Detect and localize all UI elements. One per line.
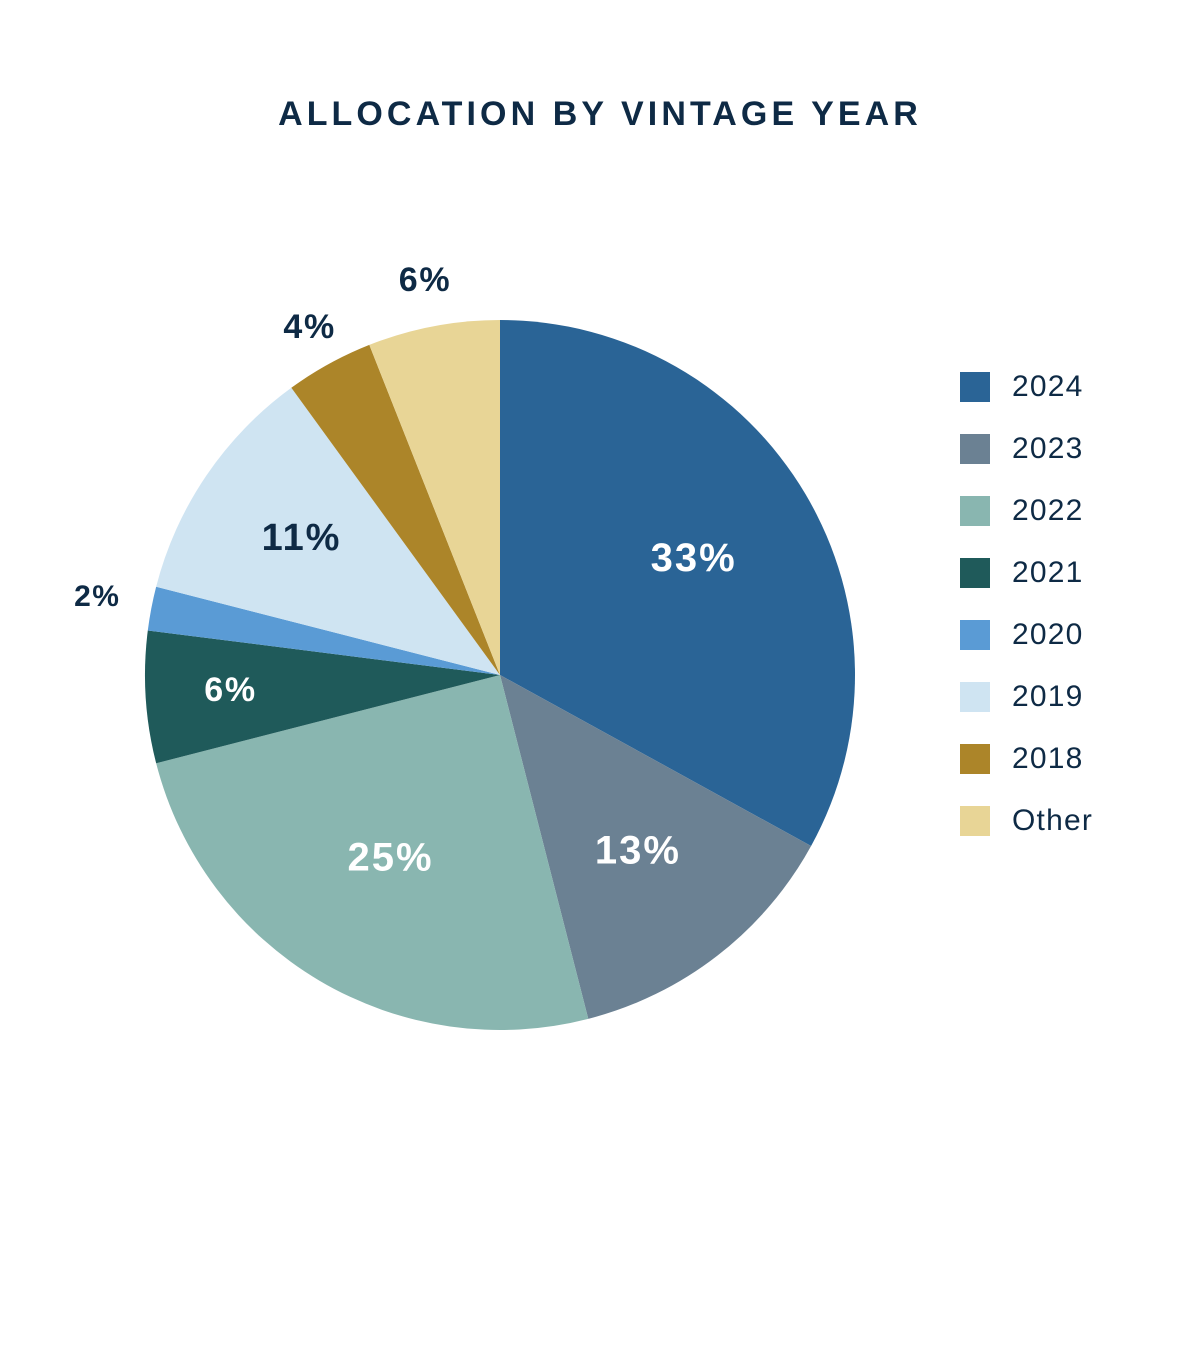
- legend-swatch: [960, 620, 990, 650]
- legend-swatch: [960, 372, 990, 402]
- legend-label: 2024: [1012, 370, 1084, 404]
- legend: 2024 2023 2022 2021 2020 2019 2018 Other: [960, 370, 1093, 866]
- pie-slice-label: 4%: [283, 308, 336, 346]
- legend-label: 2023: [1012, 432, 1084, 466]
- pie-slice-label: 13%: [595, 828, 681, 872]
- legend-item: 2024: [960, 370, 1093, 404]
- legend-item: 2020: [960, 618, 1093, 652]
- legend-label: Other: [1012, 804, 1093, 838]
- legend-item: 2021: [960, 556, 1093, 590]
- legend-label: 2021: [1012, 556, 1084, 590]
- pie-slice-label: 33%: [651, 536, 737, 580]
- pie-slice-label: 6%: [204, 671, 257, 709]
- legend-swatch: [960, 744, 990, 774]
- legend-swatch: [960, 496, 990, 526]
- legend-swatch: [960, 806, 990, 836]
- legend-swatch: [960, 682, 990, 712]
- legend-label: 2022: [1012, 494, 1084, 528]
- legend-item: 2023: [960, 432, 1093, 466]
- pie-slice-label: 11%: [262, 517, 342, 559]
- pie-slice-label: 25%: [348, 836, 434, 880]
- legend-item: 2019: [960, 680, 1093, 714]
- legend-label: 2020: [1012, 618, 1084, 652]
- legend-swatch: [960, 434, 990, 464]
- pie-slice-label: 6%: [399, 261, 452, 299]
- legend-item: Other: [960, 804, 1093, 838]
- chart-page: ALLOCATION BY VINTAGE YEAR 33%13%25%6%2%…: [0, 0, 1200, 1350]
- pie-slice-label: 2%: [74, 580, 120, 613]
- legend-swatch: [960, 558, 990, 588]
- legend-label: 2018: [1012, 742, 1084, 776]
- legend-item: 2018: [960, 742, 1093, 776]
- legend-item: 2022: [960, 494, 1093, 528]
- legend-label: 2019: [1012, 680, 1084, 714]
